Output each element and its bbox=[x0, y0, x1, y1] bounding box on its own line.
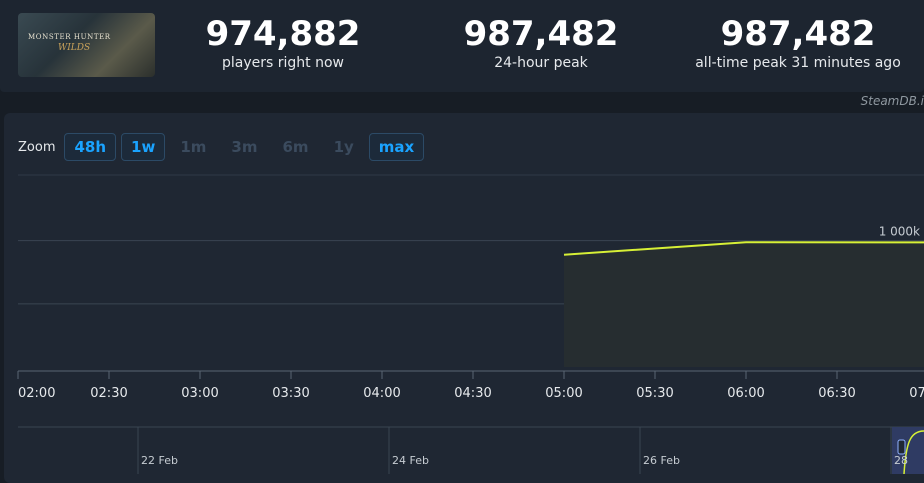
line bbox=[563, 241, 924, 256]
zoom-button[interactable]: max bbox=[368, 133, 425, 161]
zoom-bar: Zoom 48h 1w 1m 3m 6m 1y max bbox=[18, 133, 425, 161]
chart: 0500k1 000k02:0002:3003:0003:3004:0004:3… bbox=[17, 174, 924, 474]
x-tick-label: 03:30 bbox=[272, 386, 309, 401]
zoom-button[interactable]: 6m bbox=[282, 138, 309, 156]
stat-label: 24-hour peak bbox=[494, 55, 588, 71]
navigator-window bbox=[892, 427, 924, 474]
thumbnail-subtitle: WILDS bbox=[58, 43, 91, 53]
stat: 987,482 all-time peak 31 minutes ago bbox=[678, 14, 918, 72]
stat-label: players right now bbox=[222, 55, 344, 71]
x-tick-label: 06:30 bbox=[818, 386, 855, 401]
navigator-label: 28 bbox=[894, 454, 908, 467]
zoom-button[interactable]: 1w bbox=[121, 133, 166, 161]
x-tick-label: 07:00 bbox=[909, 386, 924, 401]
x-tick-label: 02:00 bbox=[18, 386, 55, 401]
navigator-label: 26 Feb bbox=[643, 454, 680, 467]
stat-label: all-time peak 31 minutes ago bbox=[695, 55, 901, 71]
zoom-button[interactable]: 48h bbox=[64, 133, 117, 161]
stat-value: 987,482 bbox=[720, 14, 876, 54]
zoom-button[interactable]: 1m bbox=[180, 138, 207, 156]
stat: 987,482 24-hour peak bbox=[421, 14, 661, 72]
x-tick-label: 06:00 bbox=[727, 386, 764, 401]
x-tick-label: 02:30 bbox=[90, 386, 127, 401]
stat-value: 987,482 bbox=[463, 14, 619, 54]
zoom-button[interactable]: 3m bbox=[231, 138, 258, 156]
game-thumbnail[interactable]: MONSTER HUNTER WILDS bbox=[18, 13, 155, 77]
zoom-button[interactable]: 1y bbox=[333, 138, 354, 156]
navigator-label: 22 Feb bbox=[141, 454, 178, 467]
x-tick-label: 04:30 bbox=[454, 386, 491, 401]
area bbox=[564, 242, 924, 367]
stat-value: 974,882 bbox=[205, 14, 361, 54]
x-tick-label: 05:30 bbox=[636, 386, 673, 401]
navigator-line bbox=[903, 430, 924, 474]
zoom-label: Zoom bbox=[18, 139, 56, 155]
navigator-label: 24 Feb bbox=[392, 454, 429, 467]
navigator-handle bbox=[897, 439, 906, 455]
thumbnail-title: MONSTER HUNTER bbox=[28, 33, 111, 41]
x-tick-label: 05:00 bbox=[545, 386, 582, 401]
credit[interactable]: SteamDB.i bbox=[860, 94, 924, 108]
x-tick-label: 04:00 bbox=[363, 386, 400, 401]
y-tick-label: 1 000k bbox=[879, 225, 920, 239]
x-tick-label: 03:00 bbox=[181, 386, 218, 401]
stats-header: MONSTER HUNTER WILDS 974,882 players rig… bbox=[0, 0, 924, 92]
stat: 974,882 players right now bbox=[163, 14, 403, 72]
